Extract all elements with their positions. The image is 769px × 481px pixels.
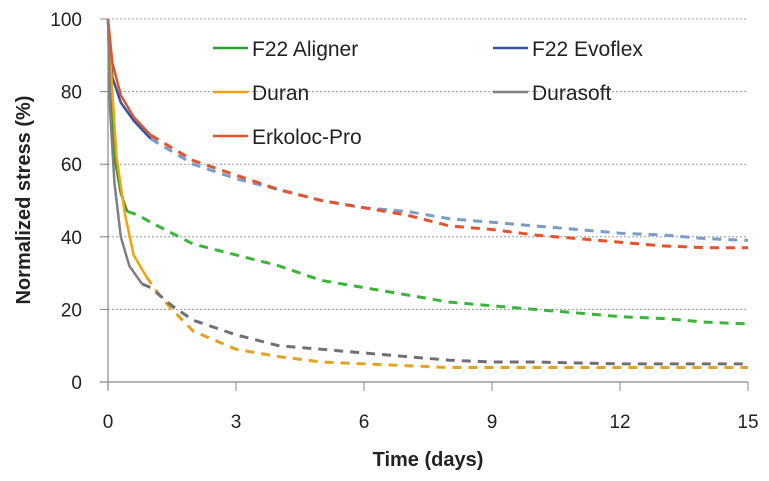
series-f22-aligner-fit — [126, 209, 749, 326]
axes — [100, 18, 749, 391]
legend: F22 Aligner F22 Evoflex Duran Durasoft Erkol… — [213, 38, 643, 149]
series-duran-fit — [145, 275, 748, 369]
legend-label-erkoloc-pro: Erkoloc-Pro — [252, 126, 362, 149]
x-axis-title: Time (days) — [373, 449, 484, 471]
legend-label-f22-aligner: F22 Aligner — [252, 38, 358, 61]
series-durasoft-fit — [141, 282, 748, 366]
x-tick-label: 3 — [231, 412, 242, 433]
y-tick-label: 80 — [61, 83, 82, 104]
legend-label-duran: Duran — [252, 82, 309, 105]
x-tick-label: 0 — [103, 412, 114, 433]
series-erkoloc-pro-measured — [106, 18, 152, 137]
x-tick-label: 6 — [359, 412, 370, 433]
series-f22-evoflex-fit — [149, 137, 749, 242]
x-tick-label: 12 — [609, 412, 630, 433]
y-tick-label: 40 — [61, 228, 82, 249]
tick-labels: 0 20 40 60 80 100 0 3 6 9 12 15 — [50, 10, 758, 433]
series-erkoloc-pro-fit — [149, 133, 748, 250]
y-tick-label: 60 — [61, 155, 82, 176]
legend-label-f22-evoflex: F22 Evoflex — [532, 38, 643, 61]
y-tick-label: 20 — [61, 300, 82, 321]
series-lines — [106, 18, 749, 369]
y-tick-label: 0 — [71, 373, 82, 394]
y-axis-title: Normalized stress (%) — [13, 96, 35, 305]
y-tick-label: 100 — [50, 10, 82, 31]
x-tick-label: 9 — [487, 412, 498, 433]
x-tick-label: 15 — [737, 412, 758, 433]
series-durasoft-measured — [106, 18, 144, 285]
series-duran-measured — [106, 18, 148, 278]
legend-label-durasoft: Durasoft — [532, 82, 612, 105]
